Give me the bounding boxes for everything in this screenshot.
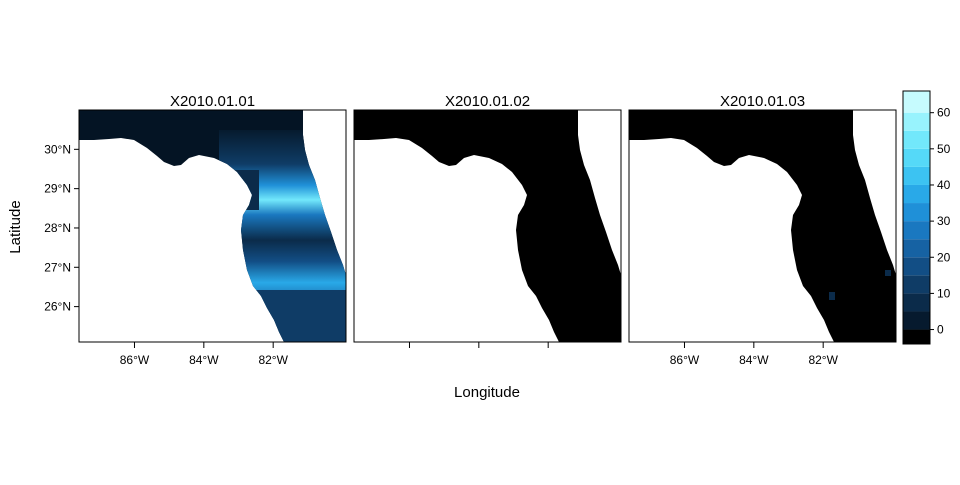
x-tick-label: 86°W	[670, 353, 700, 367]
colorbar-tick-label: 20	[937, 250, 951, 264]
x-axis-ticks: 86°W 84°W 82°W 86°W 84°W 82°W	[120, 342, 839, 367]
colorbar-bin	[903, 167, 930, 185]
colorbar-ticks: 0 10 20 30 40 50 60	[930, 106, 951, 337]
x-tick-label: 84°W	[189, 353, 219, 367]
panel-3-title: X2010.01.03	[720, 93, 805, 110]
panel-1: X2010.01.01	[79, 93, 359, 350]
colorbar-tick-label: 50	[937, 142, 951, 156]
panel-3: X2010.01.03	[629, 93, 896, 342]
x-tick-label: 86°W	[120, 353, 150, 367]
x-tick-label: 82°W	[808, 353, 838, 367]
colorbar-tick-label: 0	[937, 323, 944, 337]
colorbar: 0 10 20 30 40 50 60	[903, 91, 951, 344]
y-tick-label: 29°N	[44, 182, 71, 196]
y-tick-label: 26°N	[44, 300, 71, 314]
y-axis-title: Latitude	[7, 200, 24, 253]
colorbar-bin	[903, 311, 930, 329]
colorbar-bin	[903, 221, 930, 239]
colorbar-tick-label: 30	[937, 214, 951, 228]
y-tick-label: 28°N	[44, 221, 71, 235]
colorbar-tick-label: 60	[937, 106, 951, 120]
colorbar-bin	[903, 293, 930, 311]
colorbar-bin	[903, 257, 930, 275]
colorbar-tick-label: 40	[937, 178, 951, 192]
y-axis-ticks: 26°N 27°N 28°N 29°N 30°N	[44, 142, 79, 313]
colorbar-bin	[903, 149, 930, 167]
x-axis-title: Longitude	[454, 384, 520, 401]
panel-1-title: X2010.01.01	[170, 93, 255, 110]
y-tick-label: 27°N	[44, 260, 71, 274]
colorbar-tick-label: 10	[937, 286, 951, 300]
y-tick-label: 30°N	[44, 142, 71, 156]
colorbar-bin	[903, 113, 930, 131]
colorbar-bin	[903, 185, 930, 203]
colorbar-bins	[903, 91, 930, 344]
colorbar-bin	[903, 91, 930, 113]
colorbar-bin	[903, 239, 930, 257]
x-tick-label: 82°W	[258, 353, 288, 367]
panel-2-title: X2010.01.02	[445, 93, 530, 110]
colorbar-bin	[903, 330, 930, 344]
colorbar-bin	[903, 131, 930, 149]
colorbar-bin	[903, 203, 930, 221]
panel-2: X2010.01.02	[354, 93, 621, 342]
colorbar-bin	[903, 275, 930, 293]
x-tick-label: 84°W	[739, 353, 769, 367]
